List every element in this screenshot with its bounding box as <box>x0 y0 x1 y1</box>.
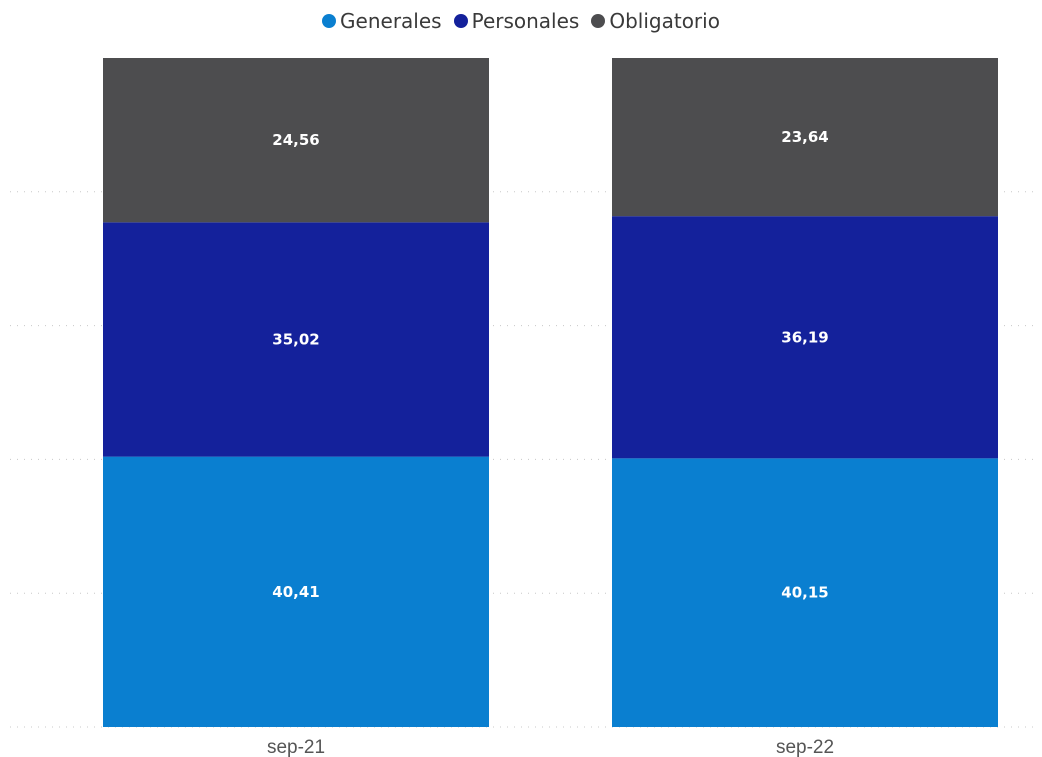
bar-personales-sep-22[interactable] <box>612 216 998 459</box>
bar-generales-sep-21[interactable] <box>103 456 489 727</box>
legend-label-generales: Generales <box>340 9 442 33</box>
data-label-generales-sep-21: 40,41 <box>272 583 319 601</box>
bar-generales-sep-22[interactable] <box>612 458 998 727</box>
legend-item-personales[interactable]: Personales <box>453 9 580 33</box>
x-tick-label-sep-22: sep-22 <box>776 737 834 757</box>
bar-personales-sep-21[interactable] <box>103 222 489 457</box>
bar-obligatorio-sep-21[interactable] <box>103 58 489 223</box>
legend-marker-obligatorio <box>591 14 606 28</box>
legend-item-obligatorio[interactable]: Obligatorio <box>591 9 720 33</box>
data-label-obligatorio-sep-22: 23,64 <box>781 128 828 146</box>
legend-label-obligatorio: Obligatorio <box>609 9 720 33</box>
legend-label-personales: Personales <box>471 9 580 33</box>
data-label-personales-sep-22: 36,19 <box>781 328 828 346</box>
x-tick-label-sep-21: sep-21 <box>267 737 325 757</box>
legend-marker-personales <box>453 14 468 28</box>
bar-obligatorio-sep-22[interactable] <box>612 58 998 217</box>
data-label-personales-sep-21: 35,02 <box>272 330 319 348</box>
data-label-generales-sep-22: 40,15 <box>781 584 828 602</box>
data-label-obligatorio-sep-21: 24,56 <box>272 131 319 149</box>
legend-item-generales[interactable]: Generales <box>322 9 442 33</box>
legend-marker-generales <box>322 14 337 28</box>
legend: Generales Personales Obligatorio <box>0 9 1042 33</box>
